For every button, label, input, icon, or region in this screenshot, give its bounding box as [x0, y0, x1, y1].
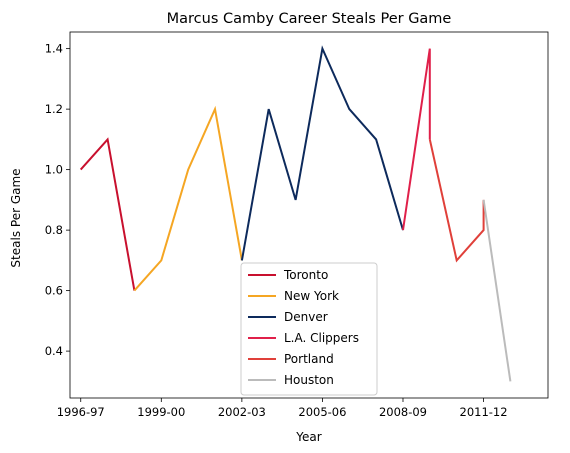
x-tick-label: 1999-00 [137, 405, 185, 419]
y-tick-label: 1.2 [45, 102, 63, 116]
x-tick-label: 2005-06 [298, 405, 346, 419]
series-layer [79, 45, 512, 382]
x-tick-label: 1996-97 [57, 405, 105, 419]
y-tick-label: 0.6 [45, 284, 63, 298]
legend-label: Denver [284, 310, 328, 324]
x-tick-label: 2008-09 [379, 405, 427, 419]
plot-frame [69, 31, 549, 399]
legend-label: L.A. Clippers [284, 331, 359, 345]
series-line-3 [402, 48, 431, 231]
series-line-0 [79, 137, 136, 291]
series-line-2 [240, 45, 404, 261]
legend: Toronto New York Denver L.A. Clippers Portla… [240, 262, 378, 396]
series-line-1 [133, 105, 243, 292]
series-line-5 [482, 199, 512, 382]
chart-title: Marcus Camby Career Steals Per Game [167, 11, 452, 27]
legend-label: Houston [284, 373, 334, 387]
series-line-4 [428, 139, 485, 263]
x-tick-label: 2002-03 [218, 405, 266, 419]
axes-layer: 0.4 0.6 0.8 1.0 1.2 1.4 1996-97 1999-00 2002-03 2… [45, 31, 549, 419]
y-tick-label: 0.8 [45, 223, 63, 237]
legend-label: Toronto [283, 268, 328, 282]
x-axis-label: Year [295, 430, 321, 444]
legend-label: New York [284, 289, 339, 303]
y-tick-label: 1.0 [45, 163, 63, 177]
y-tick-label: 1.4 [45, 42, 63, 56]
y-tick-label: 0.4 [45, 344, 63, 358]
y-axis-label: Steals Per Game [9, 168, 23, 267]
x-tick-label: 2011-12 [460, 405, 508, 419]
legend-label: Portland [284, 352, 334, 366]
